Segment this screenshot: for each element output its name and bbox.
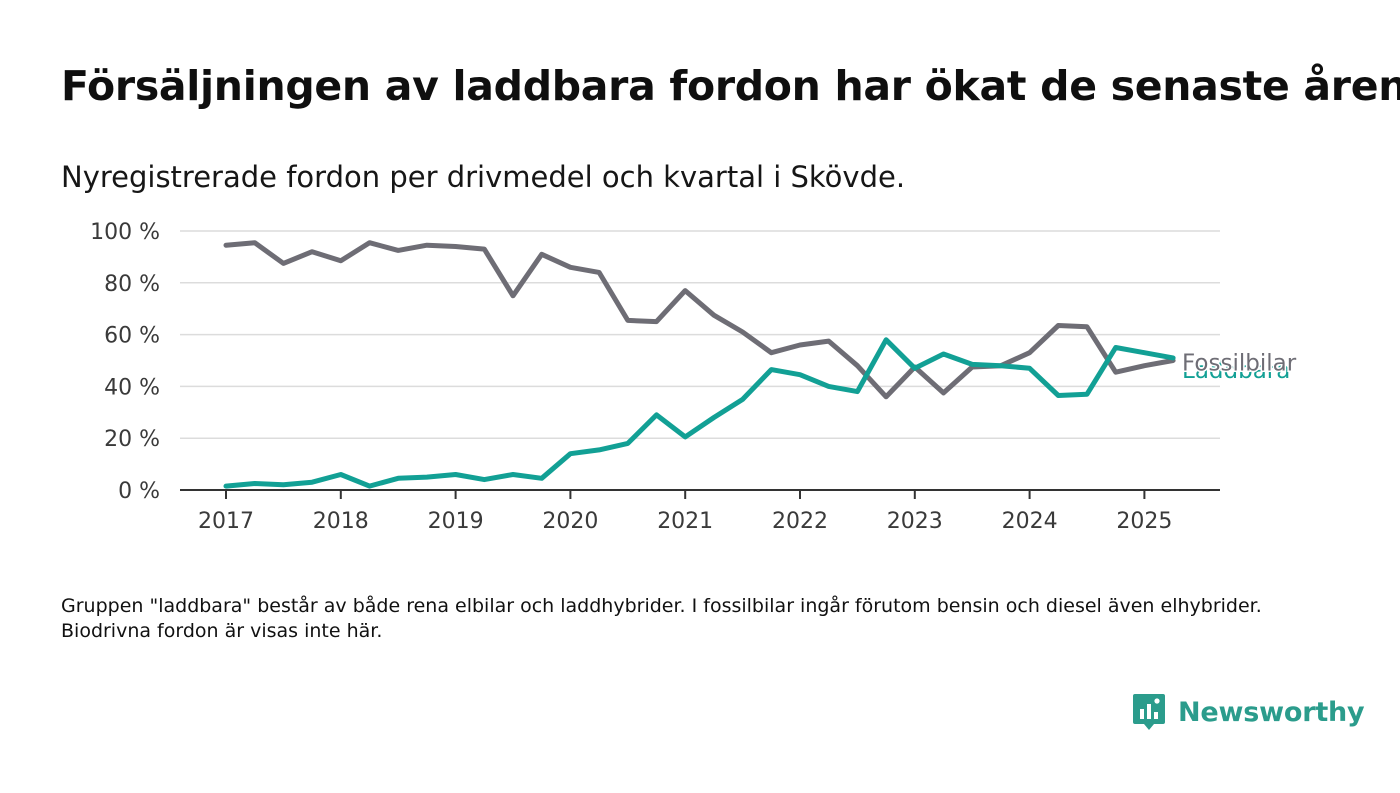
series-line-laddbara: [223, 337, 1176, 489]
brand-logo[interactable]: Newsworthy: [1132, 692, 1365, 732]
x-tick-label: 2020: [542, 509, 598, 534]
y-tick-label: 60 %: [104, 324, 160, 349]
series-label-laddbara: Laddbara: [1182, 358, 1290, 384]
chart-subtitle: Nyregistrerade fordon per drivmedel och …: [61, 160, 906, 194]
gridlines: [180, 230, 1220, 491]
series-line-fossilbilar: [223, 240, 1176, 400]
y-tick-label: 40 %: [104, 375, 160, 400]
y-tick-label: 20 %: [104, 427, 160, 452]
x-tick-label: 2023: [887, 509, 943, 534]
y-tick-label: 100 %: [90, 220, 160, 245]
series-label-fossilbilar: Fossilbilar: [1182, 351, 1297, 377]
y-tick-label: 0 %: [118, 479, 160, 504]
x-tick-label: 2019: [428, 509, 484, 534]
x-tick-label: 2017: [198, 509, 254, 534]
x-tick-label: 2025: [1116, 509, 1172, 534]
y-axis-ticks: 0 % 20 % 40 % 60 % 80 % 100 %: [90, 220, 160, 504]
x-tick-label: 2018: [313, 509, 369, 534]
newsworthy-chart-bubble-icon: [1133, 694, 1165, 730]
brand-name: Newsworthy: [1178, 696, 1365, 728]
x-tick-label: 2022: [772, 509, 828, 534]
chart-title: Försäljningen av laddbara fordon har öka…: [61, 62, 1400, 110]
line-chart: 0 % 20 % 40 % 60 % 80 % 100 % 2017 2018 2019 202…: [90, 220, 1299, 534]
x-tick-label: 2021: [657, 509, 713, 534]
y-tick-label: 80 %: [104, 272, 160, 297]
series-lines: [223, 240, 1176, 489]
x-axis-ticks: 2017 2018 2019 2020 2021 2022 2023 2024 2025: [198, 490, 1172, 534]
x-tick-label: 2024: [1002, 509, 1058, 534]
footnote: Gruppen "laddbara" består av både rena e…: [61, 595, 1262, 642]
